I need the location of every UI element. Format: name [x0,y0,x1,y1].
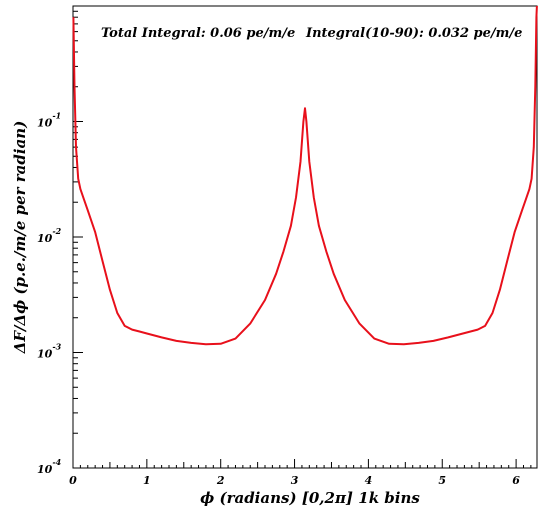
x-axis: 0 1 2 3 4 5 6 [69,459,532,487]
x-tick-label: 6 [512,474,520,487]
x-tick-label: 4 [365,474,373,487]
y-axis-label: ΔF/Δϕ (p.e./m/e per radian) [11,121,29,355]
y-tick-label: 10-1 [37,111,61,130]
total-integral-annotation: Total Integral: 0.06 pe/m/e [101,26,296,41]
x-tick-label: 3 [291,474,299,487]
y-tick-label: 10-4 [37,457,62,476]
x-tick-label: 1 [143,474,151,487]
y-tick-label: 10-3 [37,342,62,361]
x-tick-label: 2 [216,474,225,487]
y-tick-label: 10-2 [37,226,62,245]
x-axis-label: ϕ (radians) [0,2π] 1k bins [200,489,420,507]
partial-integral-annotation: Integral(10-90): 0.032 pe/m/e [306,26,523,41]
y-axis: 10-1 10-2 10-3 10-4 [37,10,83,476]
x-tick-label: 0 [69,474,77,487]
series-line [72,5,538,346]
plot-frame [72,5,538,469]
x-tick-label: 5 [438,474,446,487]
